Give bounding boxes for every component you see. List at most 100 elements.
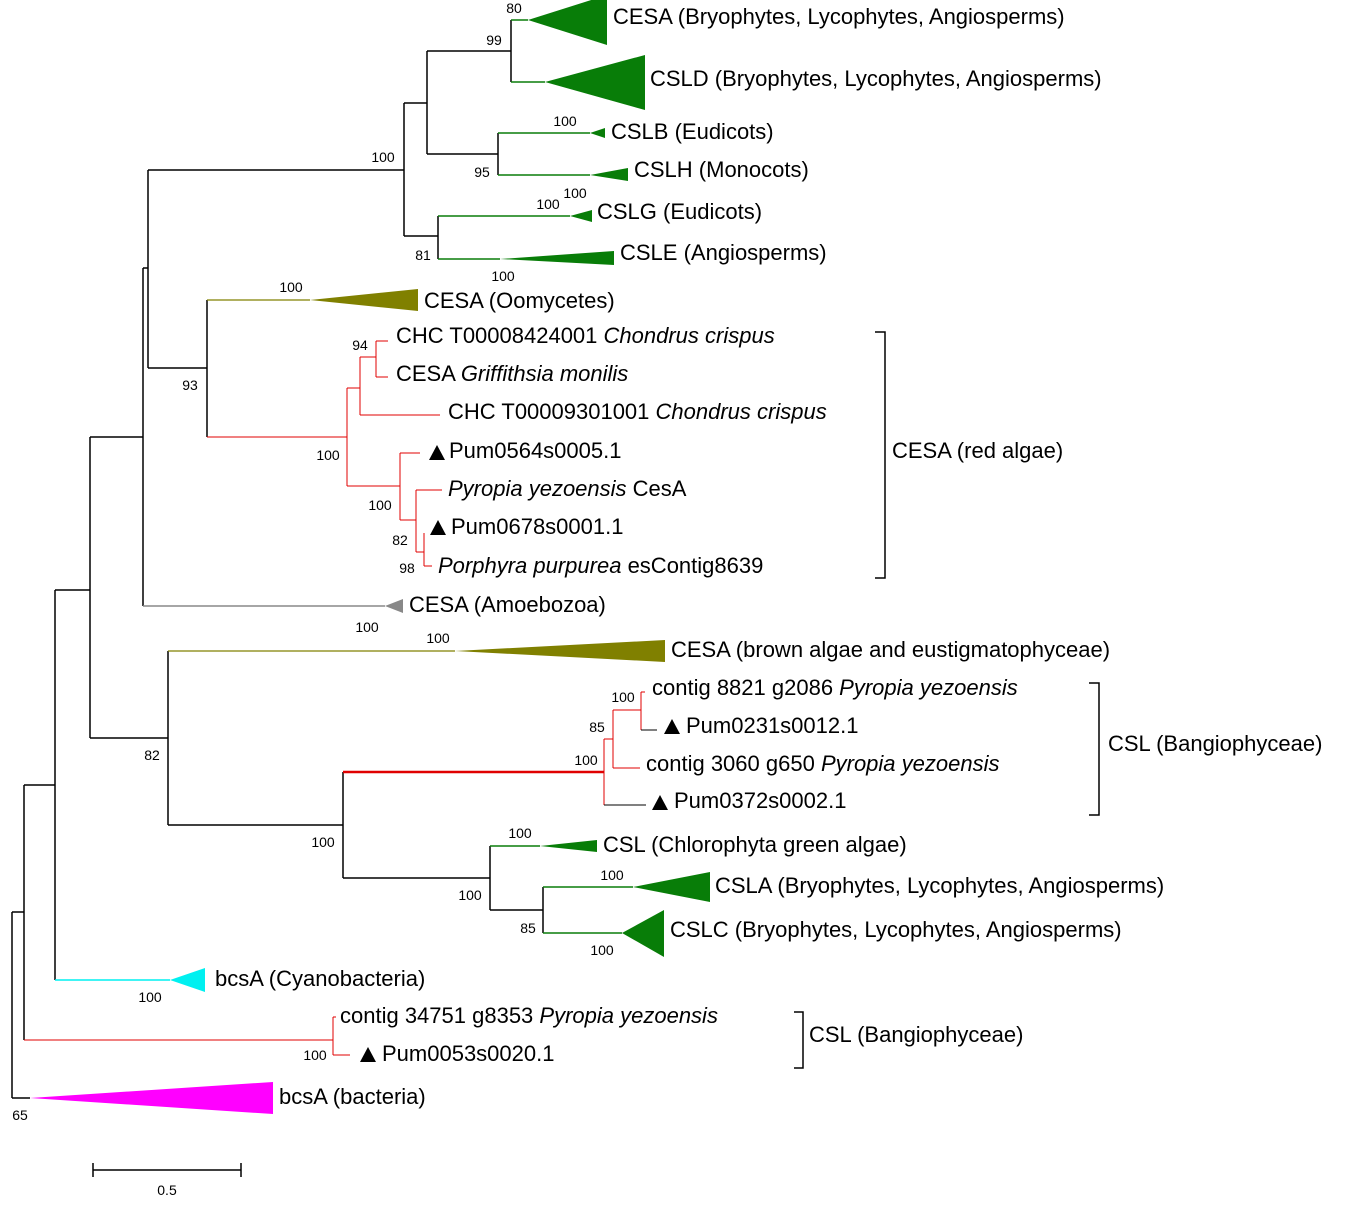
clade-cesa-amoebozoa [385, 599, 403, 613]
scale-bar-label: 0.5 [157, 1182, 177, 1198]
leaf-cslb: CSLB (Eudicots) [611, 119, 774, 144]
bootstrap-value: 100 [536, 196, 560, 212]
clade-cslb [590, 128, 605, 138]
bootstrap-value: 85 [520, 920, 536, 936]
leaf-pum0564: Pum0564s0005.1 [449, 438, 621, 463]
leaf-bcsa-bacteria: bcsA (bacteria) [279, 1084, 426, 1109]
leaf-cslg: CSLG (Eudicots) [597, 199, 762, 224]
leaf-contig-3060: contig 3060 g650 Pyropia yezoensis [646, 751, 999, 776]
leaf-pyropia-cesa: Pyropia yezoensis CesA [448, 476, 687, 501]
leaf-csld: CSLD (Bryophytes, Lycophytes, Angiosperm… [650, 66, 1102, 91]
leaf-griffithsia-id: CESA [396, 361, 461, 386]
bootstrap-value: 100 [574, 752, 598, 768]
collapsed-clades [30, 0, 710, 1114]
leaf-porphyra-species: Porphyra purpurea [438, 553, 621, 578]
leaf-contig-8821: contig 8821 g2086 Pyropia yezoensis [652, 675, 1018, 700]
leaf-labels: CESA (Bryophytes, Lycophytes, Angiosperm… [215, 4, 1164, 1109]
bootstrap-value: 100 [426, 630, 450, 646]
bracket-bangio-1 [1089, 682, 1100, 816]
clade-csle [500, 251, 614, 265]
bracket-label-bangio-2: CSL (Bangiophyceae) [809, 1022, 1023, 1047]
bootstrap-value: 100 [508, 825, 532, 841]
leaf-cesa-land: CESA (Bryophytes, Lycophytes, Angiosperm… [613, 4, 1065, 29]
leaf-contig-8821-id: contig 8821 g2086 [652, 675, 839, 700]
bootstrap-value: 82 [144, 747, 160, 763]
leaf-csla: CSLA (Bryophytes, Lycophytes, Angiosperm… [715, 873, 1164, 898]
clade-csld [545, 55, 645, 110]
bootstrap-value: 65 [12, 1107, 28, 1123]
leaf-contig-34751: contig 34751 g8353 Pyropia yezoensis [340, 1003, 718, 1028]
clade-cslc [622, 910, 664, 957]
bootstrap-value: 100 [491, 268, 515, 284]
bootstrap-value: 100 [303, 1047, 327, 1063]
triangle-marker-icon [360, 1047, 376, 1062]
clade-cesa-oomycetes [310, 289, 418, 311]
leaf-cslh: CSLH (Monocots) [634, 157, 809, 182]
clade-cesa-brown [455, 640, 665, 662]
bootstrap-value: 85 [589, 719, 605, 735]
bootstrap-value: 100 [553, 113, 577, 129]
bootstrap-value: 100 [458, 887, 482, 903]
clade-csl-chlorophyta [540, 840, 597, 852]
leaf-chc-8424-id: CHC T00008424001 [396, 323, 604, 348]
bootstrap-value: 100 [590, 942, 614, 958]
leaf-pyropia-cesa-id: CesA [627, 476, 687, 501]
bootstrap-value: 100 [311, 834, 335, 850]
marker-icons [360, 445, 680, 1062]
clade-bcsa-bacteria [30, 1082, 273, 1114]
triangle-marker-icon [652, 795, 668, 810]
triangle-marker-icon [664, 719, 680, 734]
bootstrap-value: 93 [182, 377, 198, 393]
bootstrap-value: 98 [399, 560, 415, 576]
leaf-griffithsia-species: Griffithsia monilis [461, 361, 628, 386]
clade-cslg [570, 210, 592, 222]
leaf-porphyra: Porphyra purpurea esContig8639 [438, 553, 763, 578]
clade-cslh [590, 168, 628, 181]
bracket-label-bangio-1: CSL (Bangiophyceae) [1108, 731, 1322, 756]
leaf-pum0231: Pum0231s0012.1 [686, 713, 858, 738]
leaf-cslc: CSLC (Bryophytes, Lycophytes, Angiosperm… [670, 917, 1122, 942]
leaf-chc-9301-species: Chondrus crispus [656, 399, 827, 424]
leaf-contig-3060-species: Pyropia yezoensis [821, 751, 1000, 776]
leaf-chc-8424: CHC T00008424001 Chondrus crispus [396, 323, 775, 348]
leaf-contig-8821-species: Pyropia yezoensis [839, 675, 1018, 700]
bootstrap-values: 8099100100951001008110010094931001008298… [12, 0, 635, 1123]
bootstrap-value: 100 [563, 185, 587, 201]
clade-bcsa-cyano [170, 968, 205, 992]
leaf-pyropia-cesa-species: Pyropia yezoensis [448, 476, 627, 501]
leaf-csl-chlorophyta: CSL (Chlorophyta green algae) [603, 832, 907, 857]
bootstrap-value: 99 [486, 32, 502, 48]
scale-bar: 0.5 [92, 1163, 242, 1198]
group-brackets: CESA (red algae) CSL (Bangiophyceae) CSL… [794, 331, 1322, 1069]
bootstrap-value: 95 [474, 164, 490, 180]
leaf-pum0372: Pum0372s0002.1 [674, 788, 846, 813]
bootstrap-value: 100 [355, 619, 379, 635]
branches [11, 19, 657, 1099]
bootstrap-value: 100 [138, 989, 162, 1005]
leaf-pum0053: Pum0053s0020.1 [382, 1041, 554, 1066]
bootstrap-value: 100 [368, 497, 392, 513]
leaf-cesa-brown: CESA (brown algae and eustigmatophyceae) [671, 637, 1110, 662]
bootstrap-value: 100 [611, 689, 635, 705]
leaf-cesa-griffithsia: CESA Griffithsia monilis [396, 361, 628, 386]
clade-cesa-land [528, 0, 607, 45]
leaf-contig-34751-id: contig 34751 g8353 [340, 1003, 539, 1028]
bootstrap-value: 94 [352, 337, 368, 353]
bootstrap-value: 100 [600, 867, 624, 883]
triangle-marker-icon [429, 445, 445, 460]
leaf-cesa-oomycetes: CESA (Oomycetes) [424, 288, 615, 313]
leaf-pum0678: Pum0678s0001.1 [451, 514, 623, 539]
leaf-csle: CSLE (Angiosperms) [620, 240, 827, 265]
leaf-porphyra-id: esContig8639 [621, 553, 763, 578]
leaf-cesa-amoebozoa: CESA (Amoebozoa) [409, 592, 606, 617]
leaf-bcsa-cyano: bcsA (Cyanobacteria) [215, 966, 425, 991]
bootstrap-value: 100 [371, 149, 395, 165]
leaf-chc-8424-species: Chondrus crispus [604, 323, 775, 348]
leaf-chc-9301-id: CHC T00009301001 [448, 399, 656, 424]
bracket-red-algae [875, 331, 886, 579]
bootstrap-value: 100 [316, 447, 340, 463]
bootstrap-value: 81 [415, 247, 431, 263]
clade-csla [633, 872, 710, 902]
bootstrap-value: 100 [279, 279, 303, 295]
